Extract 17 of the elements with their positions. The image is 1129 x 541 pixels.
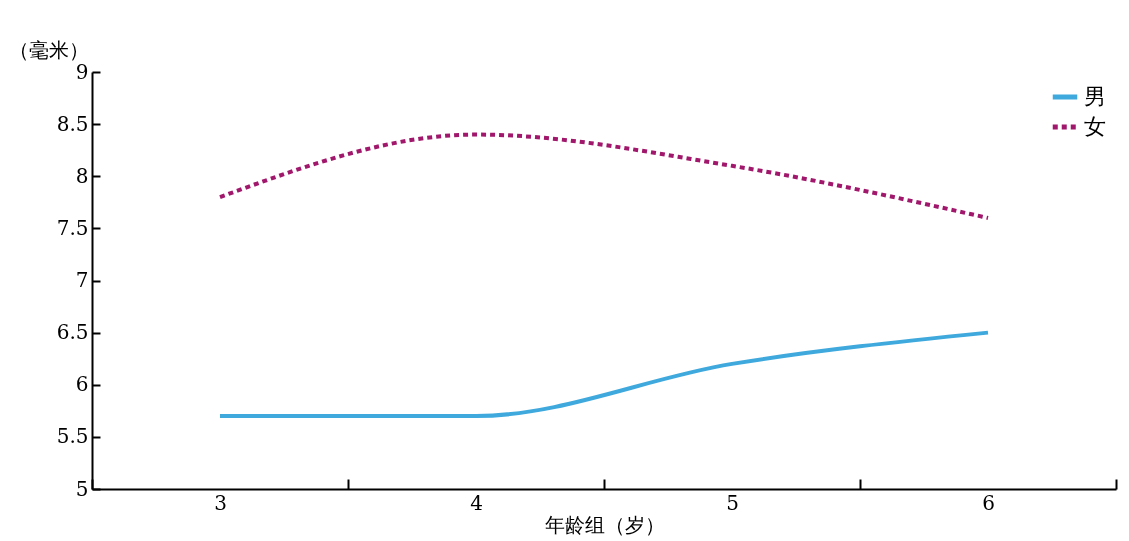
legend-label: 女 <box>1084 114 1106 139</box>
y-tick-label: 6 <box>75 372 89 397</box>
y-tick-label: 6.5 <box>56 320 89 345</box>
y-tick-label: 7 <box>75 268 89 292</box>
y-tick-label: 9 <box>75 59 89 84</box>
x-axis-title: 年龄组（岁） <box>544 512 665 537</box>
y-tick-label: 8.5 <box>56 111 89 136</box>
legend-label: 男 <box>1084 84 1106 109</box>
y-axis-title: （毫米） <box>8 37 89 62</box>
y-tick-label: 5.5 <box>56 424 89 449</box>
line-series <box>218 132 990 220</box>
x-tick-label: 3 <box>214 490 227 515</box>
x-tick-label: 5 <box>726 490 739 515</box>
x-tick-label: 6 <box>982 490 995 515</box>
y-tick-label: 8 <box>75 163 89 188</box>
y-tick-label: 7.5 <box>56 215 89 240</box>
x-tick-label: 4 <box>470 490 483 515</box>
